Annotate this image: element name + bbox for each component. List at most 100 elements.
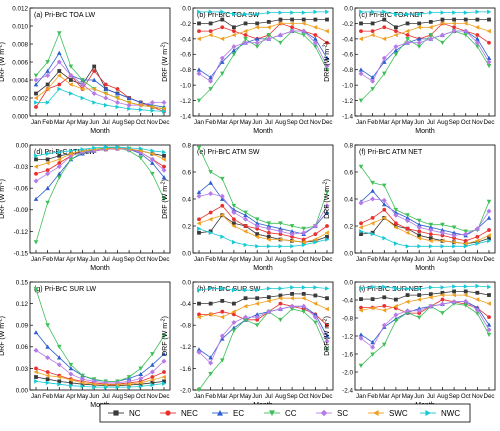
data-point [486, 327, 492, 333]
data-point [243, 212, 248, 218]
data-point [196, 349, 202, 355]
y-tick-label: 0.00 [16, 142, 29, 149]
x-tick-label: Jul [427, 119, 435, 126]
x-tick-label: May [402, 119, 415, 126]
data-point [45, 171, 51, 177]
data-point [463, 292, 468, 298]
data-point [313, 17, 318, 22]
data-point [266, 10, 272, 15]
x-axis-label: Month [90, 265, 110, 272]
data-point [277, 306, 283, 312]
data-point [115, 87, 120, 91]
data-point [440, 227, 445, 232]
panel-title: (f) Pri-BrC ATM NET [359, 149, 423, 156]
y-tick-label: 0.008 [12, 41, 28, 48]
data-point [324, 63, 330, 69]
data-point [266, 226, 272, 232]
data-point [289, 295, 294, 301]
data-point [80, 376, 86, 382]
y-tick-label: 0.4 [344, 196, 353, 203]
legend-label: NWC [441, 409, 460, 418]
data-point [197, 21, 201, 26]
data-point [325, 296, 329, 301]
data-point [208, 355, 213, 360]
x-tick-label: Apr [391, 119, 401, 126]
y-tick-label: -0.8 [180, 323, 191, 330]
y-tick-label: -2.0 [180, 387, 191, 394]
data-point [57, 69, 62, 73]
data-point [197, 29, 201, 34]
x-tick-label: Dec [158, 119, 169, 126]
data-point [196, 98, 202, 103]
data-point [91, 91, 97, 96]
data-point [358, 308, 363, 313]
x-tick-label: Dec [321, 119, 332, 126]
series-sc [358, 196, 492, 238]
x-tick-label: Jun [252, 393, 263, 400]
data-point [289, 231, 295, 237]
x-tick-label: Aug [112, 393, 124, 400]
data-point [487, 315, 491, 319]
data-point [56, 374, 62, 380]
data-point [324, 67, 330, 73]
data-point [34, 105, 38, 109]
data-point [440, 222, 445, 227]
data-point [440, 233, 445, 238]
series-nwc [359, 283, 492, 292]
data-point [313, 312, 318, 317]
data-point [463, 298, 469, 304]
data-point [33, 77, 39, 83]
x-tick-label: Mar [217, 256, 228, 263]
data-point [393, 304, 398, 309]
data-point [92, 64, 97, 69]
data-point [439, 32, 445, 38]
data-point [208, 371, 213, 377]
data-point [289, 224, 295, 229]
legend-label: SC [337, 409, 348, 418]
x-axis-label: Month [415, 128, 435, 135]
data-point [359, 297, 363, 301]
data-point [417, 286, 422, 292]
y-axis-label: DRF (W m-2) [323, 316, 332, 356]
data-point [80, 78, 85, 83]
data-point [452, 289, 456, 294]
data-point [150, 160, 155, 165]
data-point [255, 226, 260, 231]
legend-item-nec: NEC [160, 409, 198, 418]
data-point [254, 36, 260, 41]
x-tick-label: May [77, 256, 90, 263]
data-point [382, 303, 387, 308]
data-point [405, 33, 410, 37]
data-point [208, 312, 213, 317]
x-tick-label: Oct [299, 119, 309, 126]
series-sc [196, 28, 330, 84]
x-tick-label: Jul [265, 256, 273, 263]
x-tick-label: Mar [217, 119, 228, 126]
series-line [199, 293, 328, 305]
data-point [382, 235, 387, 241]
data-point [56, 355, 62, 360]
data-point [440, 21, 445, 26]
data-point [358, 225, 363, 230]
data-point [138, 380, 143, 386]
x-tick-label: Jun [252, 256, 263, 263]
data-point [428, 33, 434, 38]
y-tick-label: -0.03 [14, 164, 29, 171]
series-line [360, 217, 490, 245]
data-point [266, 223, 272, 228]
y-tick-label: -0.12 [14, 229, 29, 236]
data-point [115, 104, 120, 110]
data-point [115, 91, 120, 96]
data-point [162, 164, 166, 169]
data-point [394, 241, 399, 246]
x-tick-label: Jul [265, 393, 273, 400]
x-tick-label: Jul [102, 119, 110, 126]
series-nc [359, 289, 491, 302]
data-point [486, 63, 492, 69]
data-point [219, 358, 225, 363]
data-point [289, 303, 295, 309]
data-point [92, 69, 97, 73]
